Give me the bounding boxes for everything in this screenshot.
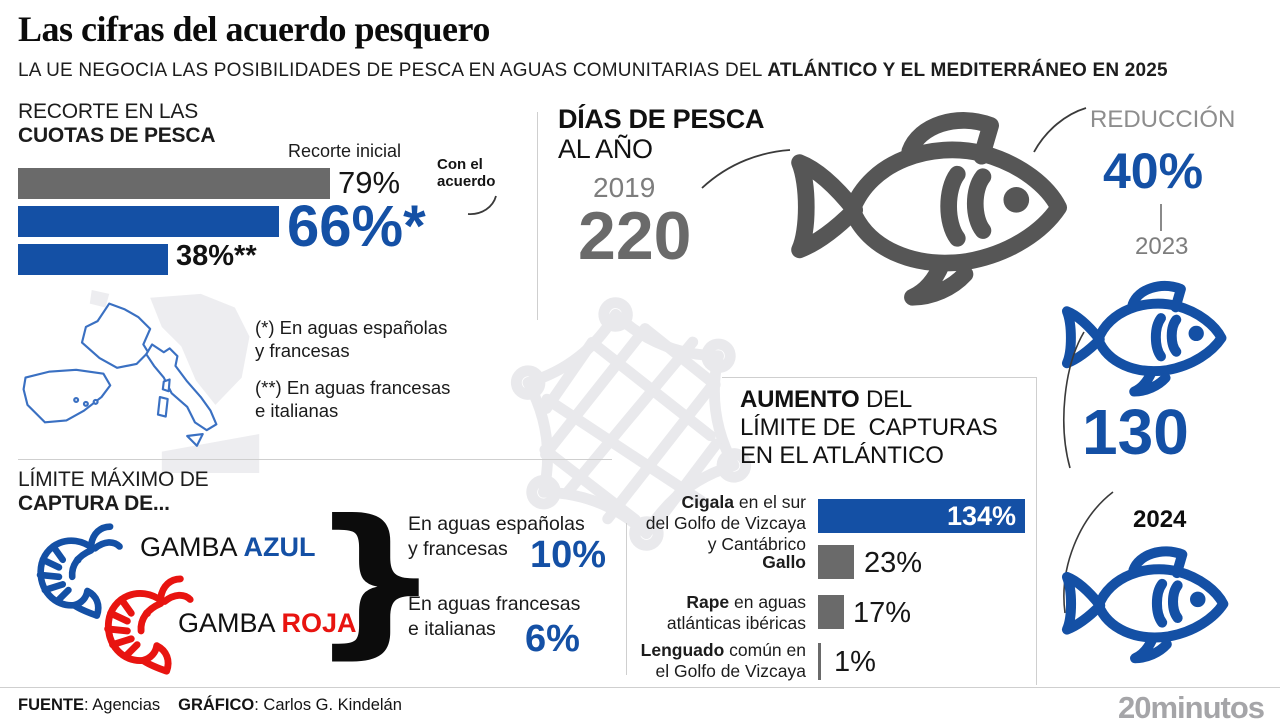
- fish-2023-icon: [1060, 274, 1236, 402]
- aumento-value-gallo: 23%: [864, 547, 923, 579]
- reduction-label: REDUCCIÓN: [1090, 106, 1236, 133]
- limits-rate2-value: 6%: [525, 618, 580, 660]
- limits-rate2-text: En aguas francesas e italianas: [408, 593, 581, 641]
- days-year-2024: 2024: [1133, 506, 1187, 533]
- page-subtitle: LA UE NEGOCIA LAS POSIBILIDADES DE PESCA…: [18, 60, 1168, 82]
- source-value: : Agencias: [84, 696, 161, 714]
- aumento-label-rape: Rape en aguas atlánticas ibéricas: [666, 592, 806, 633]
- aumento-bar-lenguado: [818, 643, 821, 680]
- limits-rate1-text: En aguas españolas y francesas: [408, 513, 585, 561]
- footer-credits: FUENTE: Agencias GRÁFICO: Carlos G. Kinde…: [18, 696, 402, 715]
- divider-left-horizontal: [18, 459, 612, 460]
- quota-heading-line1: RECORTE EN LAS: [18, 100, 199, 123]
- aumento-bar-gallo: [818, 545, 854, 579]
- agreement-connector-line: [467, 195, 497, 215]
- days-value-2023: 130: [1082, 396, 1189, 468]
- quota-note-2: (**) En aguas francesas e italianas: [255, 377, 451, 422]
- page-title: Las cifras del acuerdo pesquero: [18, 9, 490, 49]
- map-europe: [22, 289, 260, 473]
- connector-fish-130-line: [1063, 331, 1085, 469]
- quota-initial-label: Recorte inicial: [288, 141, 402, 161]
- connector-130-fish-line: [1063, 491, 1114, 614]
- aumento-label-gallo: Gallo: [762, 552, 806, 572]
- aumento-value-lenguado: 1%: [834, 646, 876, 678]
- bar-value-con-acuerdo-es-fr: 66%*: [287, 194, 426, 259]
- credit-label: GRÁFICO: [178, 696, 255, 714]
- quota-agreement-label: Con el acuerdo: [437, 156, 496, 191]
- aumento-bar-rape: [818, 595, 845, 629]
- credit-value: : Carlos G. Kindelán: [254, 696, 402, 714]
- aumento-label-lenguado: Lenguado común en el Golfo de Vizcaya: [640, 640, 806, 681]
- bar-con-acuerdo-es-fr: [18, 206, 279, 237]
- reduction-value: 40%: [1103, 143, 1204, 199]
- brand-logo: 20minutos: [1117, 690, 1265, 720]
- aumento-value-rape: 17%: [853, 597, 912, 629]
- limits-heading-line2: CAPTURA DE...: [18, 492, 170, 515]
- days-heading-bold: DÍAS DE PESCA: [558, 104, 765, 134]
- aumento-title-line2: LÍMITE DE CAPTURAS: [740, 414, 998, 441]
- limits-item-gamba-azul: GAMBA AZUL: [140, 532, 316, 562]
- quota-heading-line2: CUOTAS DE PESCA: [18, 124, 216, 147]
- fish-2024-icon: [1060, 538, 1238, 670]
- limits-item-gamba-roja: GAMBA ROJA: [178, 608, 357, 638]
- divider-mid-vertical: [626, 523, 627, 675]
- bar-value-recorte-inicial: 79%: [338, 165, 401, 200]
- aumento-bar-cigala: 134%: [818, 499, 1026, 533]
- aumento-title-bold: AUMENTO: [740, 386, 860, 413]
- days-year-2023: 2023: [1135, 233, 1189, 260]
- fishing-net-watermark-icon: [510, 297, 752, 551]
- reduction-tick-line: [1160, 204, 1162, 231]
- source-label: FUENTE: [18, 696, 84, 714]
- days-year-2019: 2019: [593, 172, 656, 203]
- divider-right-vertical: [1036, 377, 1037, 685]
- aumento-label-cigala: Cigala en el sur del Golfo de Vizcaya y …: [645, 492, 806, 554]
- aumento-title-rest: DEL: [859, 386, 913, 413]
- limits-rate1-value: 10%: [530, 534, 607, 576]
- brace-glyph: }: [308, 486, 443, 674]
- bar-con-acuerdo-fr-it: [18, 244, 169, 275]
- subtitle-plain: LA UE NEGOCIA LAS POSIBILIDADES DE PESCA…: [18, 60, 768, 81]
- divider-center-vertical: [537, 112, 538, 320]
- quota-note-1: (*) En aguas españolas y francesas: [255, 317, 448, 362]
- days-value-2019: 220: [578, 198, 692, 274]
- divider-footer: [0, 687, 1280, 688]
- limits-heading-line1: LÍMITE MÁXIMO DE: [18, 468, 209, 491]
- connector-2019-fish-line: [701, 149, 791, 189]
- aumento-title-line1: AUMENTO DEL: [740, 386, 912, 414]
- days-heading-regular: AL AÑO: [558, 134, 653, 164]
- bar-recorte-inicial: [18, 168, 331, 199]
- bar-value-con-acuerdo-fr-it: 38%**: [176, 240, 257, 272]
- connector-fish-reduccion-line: [1033, 107, 1087, 153]
- aumento-title-line3: EN EL ATLÁNTICO: [740, 442, 944, 469]
- aumento-value-cigala: 134%: [946, 500, 1017, 531]
- subtitle-bold: ATLÁNTICO Y EL MEDITERRÁNEO EN 2025: [767, 60, 1168, 81]
- divider-aumento-horizontal: [722, 377, 1036, 378]
